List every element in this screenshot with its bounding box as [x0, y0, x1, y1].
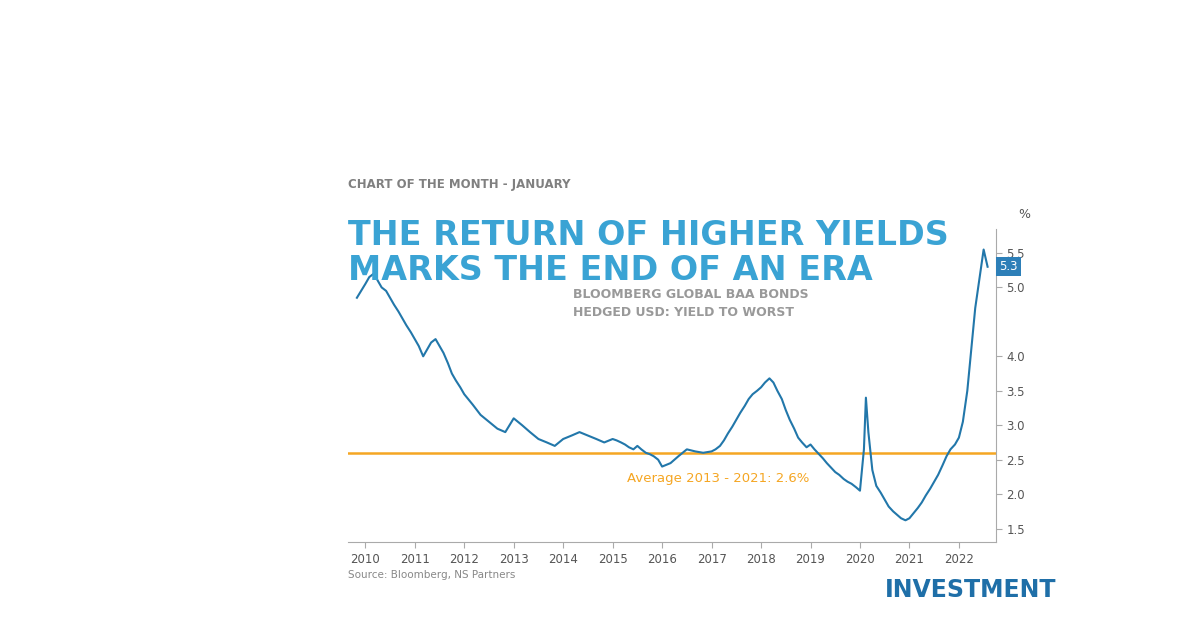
Text: BLOOMBERG GLOBAL BAA BONDS: BLOOMBERG GLOBAL BAA BONDS: [574, 288, 809, 301]
Text: Average 2013 - 2021: 2.6%: Average 2013 - 2021: 2.6%: [628, 472, 810, 485]
Text: HEDGED USD: YIELD TO WORST: HEDGED USD: YIELD TO WORST: [574, 307, 794, 319]
Text: %: %: [1019, 208, 1031, 221]
Text: THE RETURN OF HIGHER YIELDS: THE RETURN OF HIGHER YIELDS: [348, 219, 949, 253]
Text: MARKS THE END OF AN ERA: MARKS THE END OF AN ERA: [348, 254, 872, 287]
Text: CHART OF THE MONTH - JANUARY: CHART OF THE MONTH - JANUARY: [348, 178, 570, 191]
Text: INVESTMENT: INVESTMENT: [884, 578, 1056, 602]
Text: 5.3: 5.3: [1000, 260, 1018, 273]
Text: Source: Bloomberg, NS Partners: Source: Bloomberg, NS Partners: [348, 570, 515, 580]
